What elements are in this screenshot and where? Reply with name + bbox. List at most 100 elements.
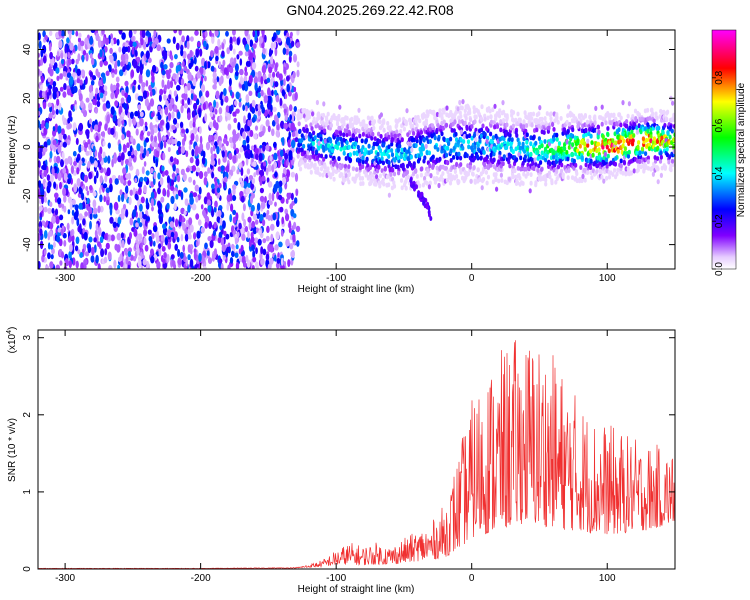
spectrogram-x-label: Height of straight line (km) bbox=[298, 284, 415, 295]
heat-cell bbox=[527, 119, 531, 125]
heat-cell bbox=[179, 251, 184, 260]
heat-cell bbox=[603, 151, 608, 157]
heat-cell bbox=[172, 36, 176, 44]
heat-cell bbox=[64, 258, 70, 267]
heat-cell bbox=[133, 118, 136, 126]
heat-cell bbox=[167, 241, 172, 250]
heat-cell bbox=[187, 112, 191, 121]
heat-cell bbox=[368, 120, 372, 126]
heat-cell bbox=[567, 104, 571, 110]
heat-cell bbox=[196, 230, 201, 239]
heat-cell bbox=[596, 124, 600, 130]
heat-cell bbox=[169, 156, 174, 163]
heat-cell bbox=[163, 64, 168, 70]
heat-cell bbox=[238, 162, 242, 170]
heat-cell bbox=[423, 155, 427, 161]
heat-cell bbox=[597, 147, 601, 153]
heat-cell bbox=[435, 165, 439, 171]
heat-cell bbox=[98, 79, 102, 88]
heat-cell bbox=[335, 121, 340, 127]
heat-cell bbox=[167, 146, 171, 153]
heat-cell bbox=[494, 172, 498, 177]
heat-cell bbox=[56, 155, 61, 164]
heat-cell bbox=[164, 170, 169, 176]
heat-cell bbox=[534, 182, 538, 188]
heat-cell bbox=[110, 83, 113, 92]
heat-cell bbox=[88, 171, 93, 180]
heat-cell bbox=[276, 219, 280, 228]
heat-cell bbox=[430, 123, 435, 128]
heat-cell bbox=[387, 192, 391, 198]
heat-cell bbox=[372, 119, 377, 124]
heat-cell bbox=[42, 55, 47, 64]
heat-cell bbox=[240, 195, 245, 203]
heat-cell bbox=[124, 46, 129, 52]
heat-cell bbox=[554, 145, 558, 151]
heat-cell bbox=[559, 116, 563, 121]
heat-cell bbox=[655, 115, 659, 121]
heat-cell bbox=[523, 157, 527, 163]
heat-cell bbox=[539, 160, 543, 165]
heat-cell bbox=[121, 193, 125, 203]
heat-cell bbox=[103, 60, 108, 66]
heat-cell bbox=[88, 149, 93, 156]
heat-cell bbox=[245, 105, 248, 112]
heat-cell bbox=[510, 137, 514, 143]
heat-cell bbox=[278, 241, 283, 248]
heat-cell bbox=[57, 172, 62, 181]
heat-cell bbox=[103, 167, 107, 174]
heat-cell bbox=[262, 238, 267, 244]
heat-cell bbox=[232, 184, 237, 190]
heat-cell bbox=[61, 128, 65, 136]
heat-cell bbox=[453, 169, 457, 175]
heat-cell bbox=[596, 134, 600, 140]
heat-cell bbox=[78, 186, 82, 194]
heat-cell bbox=[273, 152, 278, 161]
heat-cell bbox=[342, 121, 346, 127]
heat-cell bbox=[281, 136, 285, 146]
heat-cell bbox=[85, 97, 90, 103]
heat-cell bbox=[309, 122, 313, 128]
heat-cell bbox=[215, 90, 220, 100]
heat-cell bbox=[240, 180, 245, 188]
heat-cell bbox=[159, 88, 164, 96]
heat-cell bbox=[253, 133, 258, 140]
heat-cell bbox=[174, 54, 178, 60]
heat-cell bbox=[43, 127, 47, 136]
heat-cell bbox=[470, 153, 474, 159]
heat-cell bbox=[283, 122, 289, 130]
heat-cell bbox=[565, 150, 569, 155]
heat-cell bbox=[386, 121, 390, 126]
heat-cell bbox=[213, 221, 217, 229]
heat-cell bbox=[304, 124, 308, 129]
heat-cell bbox=[258, 131, 263, 138]
heat-cell bbox=[233, 117, 237, 123]
heat-cell bbox=[531, 135, 535, 141]
heat-cell bbox=[635, 168, 639, 174]
heat-cell bbox=[49, 150, 53, 159]
heat-cell bbox=[132, 209, 137, 218]
heat-cell bbox=[170, 185, 175, 191]
heat-cell bbox=[82, 201, 86, 209]
heat-cell bbox=[639, 164, 643, 170]
heat-cell bbox=[127, 45, 131, 53]
heat-cell bbox=[356, 144, 360, 150]
heat-cell bbox=[367, 143, 371, 149]
heat-cell bbox=[529, 172, 533, 178]
heat-cell bbox=[262, 219, 266, 227]
heat-cell bbox=[136, 65, 140, 74]
heat-cell bbox=[151, 233, 155, 240]
heat-cell bbox=[380, 156, 384, 161]
heat-cell bbox=[88, 102, 93, 111]
heat-cell bbox=[534, 120, 538, 126]
heat-cell bbox=[100, 131, 106, 137]
heat-cell bbox=[145, 137, 150, 143]
heat-cell bbox=[502, 136, 506, 142]
heat-cell bbox=[437, 136, 441, 142]
x-tick-label: 0 bbox=[469, 573, 475, 584]
heat-cell bbox=[576, 148, 580, 154]
heat-cell bbox=[495, 186, 499, 192]
heat-cell bbox=[86, 190, 90, 196]
heat-cell bbox=[181, 93, 186, 99]
heat-cell bbox=[259, 214, 264, 222]
